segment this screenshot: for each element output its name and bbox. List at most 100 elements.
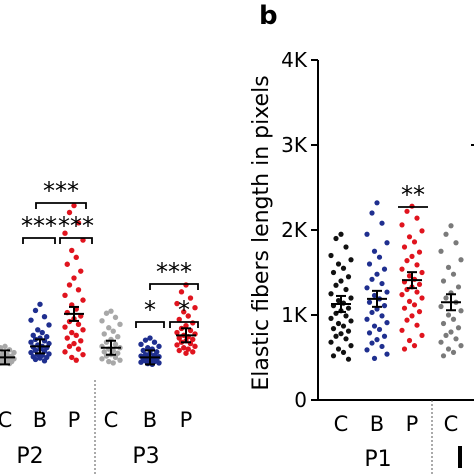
data-point-b-0-C [330, 353, 337, 359]
data-point-a-P3-C [103, 310, 110, 316]
data-point-a-P2-P [62, 292, 68, 298]
data-point-b-2-P [414, 215, 420, 221]
data-point-a-P3-P [174, 329, 180, 336]
data-point-a-P2-P [75, 220, 82, 226]
data-point-b-3-C [445, 346, 452, 352]
data-point-b-2-P [401, 346, 408, 352]
data-point-b-3-C [440, 353, 447, 359]
data-point-a-P2-B [41, 313, 48, 320]
panel-b-y-axis-label: Elastic fibers length in pixels [249, 75, 274, 390]
data-point-b-0-C [348, 318, 354, 324]
data-point-a-P3-P [181, 309, 187, 315]
data-point-b-2-P [399, 266, 405, 272]
data-point-a-P2-P [62, 349, 68, 355]
data-point-a-P2-P [64, 335, 70, 341]
data-point-b-1-B [374, 200, 380, 206]
data-point-b-1-B [371, 355, 378, 361]
data-point-a-P3-P [185, 313, 191, 319]
data-point-b-2-P [419, 295, 425, 301]
data-point-a-P2-P [73, 254, 79, 261]
data-point-a-P3-B [138, 359, 144, 365]
data-point-b-3-C [450, 271, 457, 277]
data-point-b-3-C [448, 223, 454, 229]
y-tick-label-b-2: 2K [281, 218, 308, 242]
significance-label-a-4: * [178, 296, 190, 324]
data-point-b-0-C [345, 356, 352, 362]
data-point-a-P2-P [78, 338, 84, 344]
data-point-b-2-P [416, 309, 423, 315]
data-point-a-P2-P [73, 357, 79, 363]
data-point-b-3-C [448, 329, 454, 335]
data-point-a-P2-B [28, 339, 34, 345]
data-point-a-P2-P [66, 282, 73, 288]
category-label-a-4: B [143, 408, 157, 432]
data-point-a-P2-C [0, 345, 4, 351]
data-point-b-1-B [366, 299, 373, 305]
data-point-b-3-C [443, 332, 449, 338]
data-point-a-P2-B [32, 347, 39, 354]
data-point-b-3-C [453, 240, 459, 246]
data-point-b-0-C [343, 336, 349, 342]
data-point-b-3-C [440, 278, 447, 284]
data-point-b-1-B [374, 337, 380, 343]
data-point-b-0-C [328, 252, 334, 259]
significance-bracket-a-5 [149, 283, 199, 290]
data-point-a-P3-P [176, 335, 182, 341]
panel-b-cropped-label-stub [458, 446, 462, 468]
data-point-b-3-C [458, 257, 464, 263]
data-point-b-2-P [414, 289, 420, 295]
data-point-b-3-C [438, 339, 444, 345]
data-point-b-0-C [343, 286, 349, 293]
data-point-b-1-B [379, 220, 385, 226]
data-point-a-P3-C [110, 360, 116, 366]
data-point-b-1-B [371, 248, 378, 254]
data-point-a-P2-P [73, 332, 79, 339]
significance-label-a-3: * [144, 296, 156, 324]
data-point-b-2-P [411, 302, 418, 308]
significance-label-a-5: *** [156, 258, 192, 286]
data-point-b-2-P [411, 239, 418, 245]
category-label-b-2: P [406, 412, 419, 436]
panel-b-y-ticks: 0 1K 2K 3K 4K [281, 48, 318, 412]
data-point-a-P3-P [190, 336, 196, 343]
y-tick-label-b-1: 1K [281, 303, 308, 327]
data-point-b-2-P [416, 281, 423, 287]
panel-b-group-label-p1: P1 [364, 447, 391, 472]
data-point-b-1-B [384, 240, 390, 246]
data-point-a-P3-C [115, 334, 121, 340]
data-point-a-P3-B [147, 335, 153, 341]
data-point-b-2-P [416, 249, 423, 255]
significance-label-a-1: *** [58, 212, 94, 240]
data-point-a-P3-C [110, 328, 116, 334]
data-point-b-0-C [328, 291, 334, 297]
data-point-a-P3-C [117, 321, 123, 327]
panel-a-group-label-p2: P2 [16, 444, 43, 469]
category-label-a-5: P [180, 408, 193, 432]
data-point-b-2-P [401, 305, 408, 311]
data-point-b-2-P [419, 228, 425, 234]
data-point-a-P3-C [112, 341, 119, 347]
data-point-b-1-B [379, 280, 385, 287]
data-point-b-0-C [338, 331, 344, 337]
data-point-a-P2-P [75, 287, 82, 293]
data-point-b-1-B [381, 303, 388, 309]
data-point-a-P2-P [64, 261, 70, 267]
data-point-a-P2-P [71, 275, 77, 281]
data-point-b-1-B [369, 309, 375, 316]
data-point-b-1-B [381, 333, 388, 339]
category-label-a-0: C [0, 408, 12, 432]
data-point-b-2-P [411, 343, 418, 349]
data-point-a-P3-B [140, 347, 146, 354]
data-point-a-P3-P [192, 343, 198, 350]
data-point-b-1-B [371, 292, 378, 299]
data-point-a-P3-C [115, 350, 121, 356]
significance-bracket-a-4 [169, 321, 199, 328]
panel-b-letter: b [259, 1, 278, 31]
significance-label-b-0: ** [401, 181, 425, 209]
data-point-b-1-B [366, 330, 373, 336]
data-point-b-2-P [404, 258, 410, 264]
data-point-b-0-C [343, 313, 349, 319]
data-point-b-2-P [419, 332, 425, 338]
data-point-a-P3-P [190, 349, 196, 355]
